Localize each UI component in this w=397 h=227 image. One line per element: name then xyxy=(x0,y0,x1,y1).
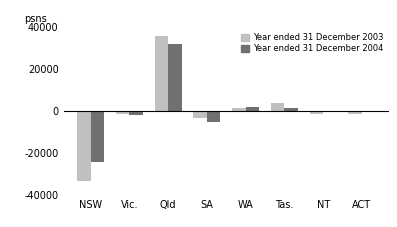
Bar xyxy=(168,44,182,111)
Bar xyxy=(232,108,246,111)
Bar xyxy=(271,103,284,111)
Bar xyxy=(323,111,337,112)
Bar xyxy=(91,111,104,162)
Bar xyxy=(246,107,259,111)
Bar xyxy=(116,111,129,114)
Legend: Year ended 31 December 2003, Year ended 31 December 2004: Year ended 31 December 2003, Year ended … xyxy=(239,31,385,55)
Bar xyxy=(362,111,376,112)
Bar xyxy=(154,36,168,111)
Text: psns: psns xyxy=(25,14,47,24)
Bar xyxy=(129,111,143,115)
Bar xyxy=(284,108,298,111)
Bar xyxy=(207,111,220,122)
Bar xyxy=(77,111,91,180)
Bar xyxy=(193,111,207,118)
Bar xyxy=(349,111,362,114)
Bar xyxy=(310,111,323,114)
